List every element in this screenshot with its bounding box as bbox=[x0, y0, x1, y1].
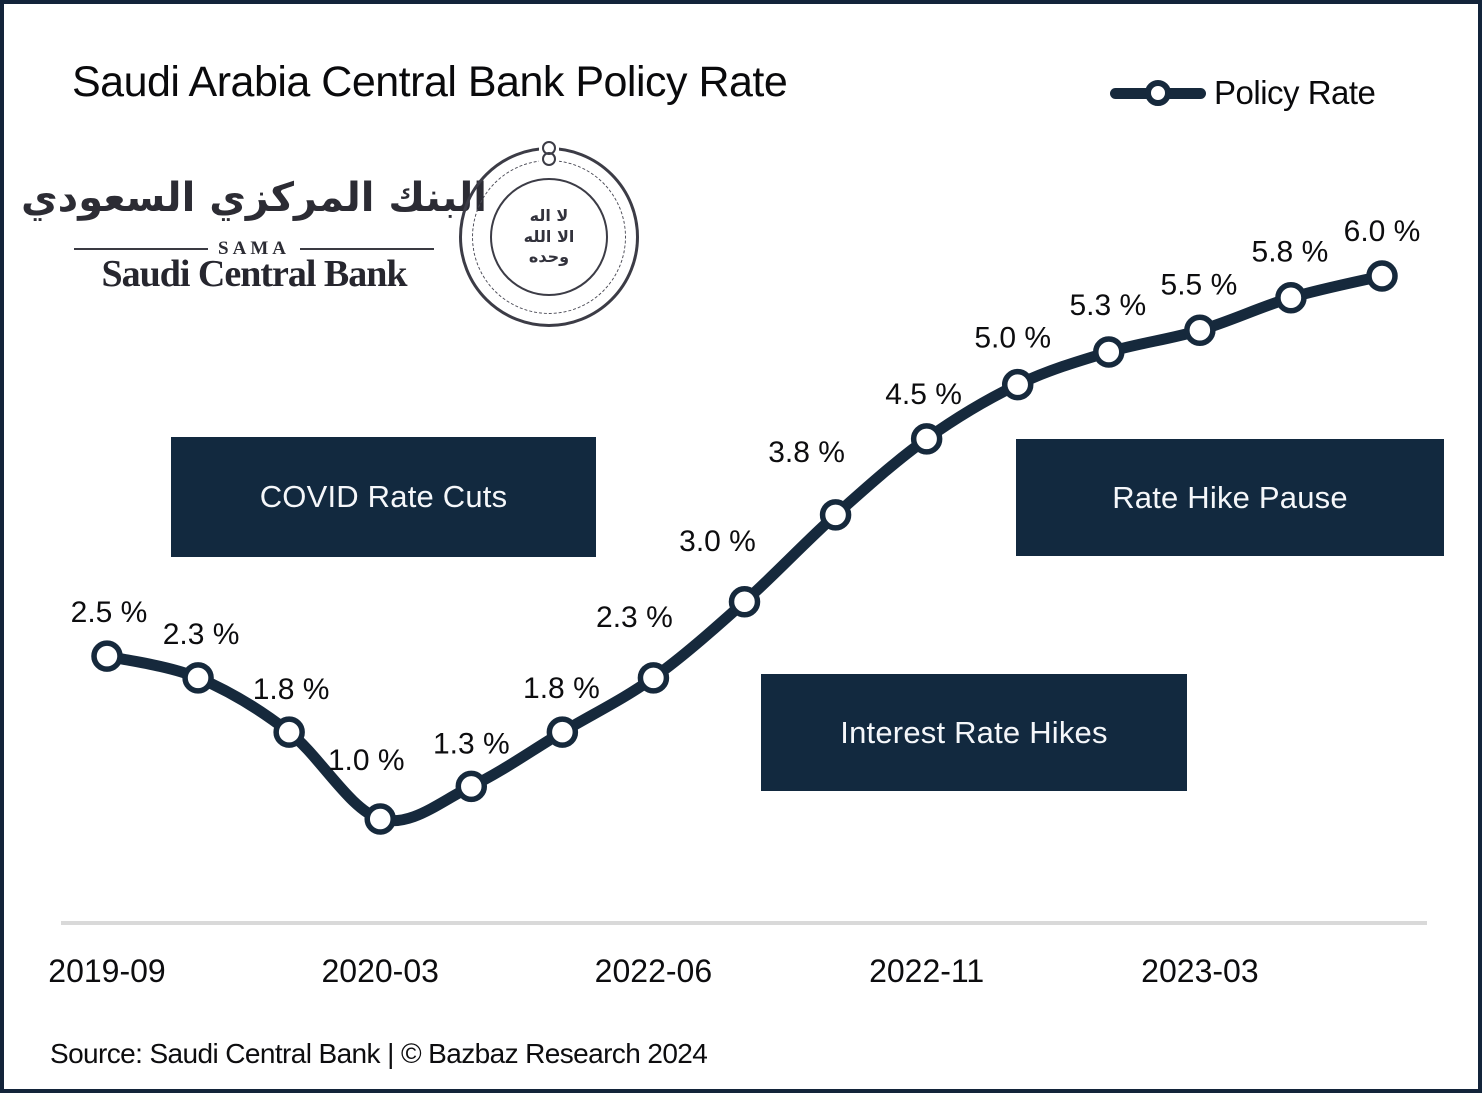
central-bank-seal-icon: لا اله الا الله وحده bbox=[459, 136, 639, 327]
data-point-marker bbox=[182, 662, 214, 694]
x-axis-tick-label: 2019-09 bbox=[48, 953, 165, 989]
data-point-label: 3.8 % bbox=[768, 436, 845, 469]
legend-line-marker-icon bbox=[1110, 80, 1206, 106]
data-point-label: 5.0 % bbox=[974, 322, 1051, 355]
divider-line bbox=[299, 248, 435, 250]
data-point-marker bbox=[1184, 314, 1216, 347]
data-point-marker bbox=[1093, 336, 1125, 368]
data-point-label: 4.5 % bbox=[885, 378, 962, 411]
data-point-marker bbox=[1001, 368, 1034, 401]
data-point-marker bbox=[1275, 281, 1307, 314]
data-point-label: 5.5 % bbox=[1161, 268, 1238, 301]
x-axis-tick-label: 2022-11 bbox=[869, 953, 984, 989]
seal-text-line: وحده bbox=[528, 247, 570, 267]
x-axis-tick-label: 2022-06 bbox=[595, 953, 712, 989]
legend-circle-marker-icon bbox=[1145, 80, 1171, 106]
logo-arabic-name: البنك المركزي السعودي bbox=[21, 175, 487, 221]
data-point-marker bbox=[91, 640, 123, 672]
logo-sama-text: SAMA bbox=[218, 238, 290, 259]
data-point-label: 1.8 % bbox=[523, 672, 600, 705]
data-point-marker bbox=[1366, 260, 1398, 292]
data-point-label: 1.3 % bbox=[433, 727, 510, 760]
seal-text-line: الا الله bbox=[523, 226, 575, 246]
legend-label: Policy Rate bbox=[1214, 74, 1376, 111]
data-point-marker bbox=[455, 770, 488, 803]
data-point-marker bbox=[819, 499, 852, 531]
legend: Policy Rate bbox=[1110, 74, 1376, 112]
annotation-interest-rate-hikes: Interest Rate Hikes bbox=[761, 674, 1187, 791]
annotation-rate-hike-pause: Rate Hike Pause bbox=[1016, 439, 1444, 556]
data-point-label: 5.8 % bbox=[1252, 236, 1329, 269]
page-title: Saudi Arabia Central Bank Policy Rate bbox=[72, 58, 788, 106]
x-axis-tick-label: 2023-03 bbox=[1141, 953, 1258, 989]
source-note: Source: Saudi Central Bank | © Bazbaz Re… bbox=[50, 1038, 708, 1069]
data-point-label: 6.0 % bbox=[1344, 215, 1421, 248]
policy-rate-line-chart: 2.5 % 2.3 % 1.8 % 1.0 % 1.3 % 1.8 % 2.3 % 3.0 %… bbox=[48, 215, 1427, 989]
data-point-marker bbox=[273, 716, 305, 748]
data-point-label: 2.3 % bbox=[596, 601, 673, 634]
data-point-label: 1.8 % bbox=[253, 673, 330, 706]
logo-sama-divider: SAMA bbox=[74, 238, 435, 260]
data-point-label: 3.0 % bbox=[679, 525, 756, 558]
x-axis-tick-label: 2020-03 bbox=[321, 953, 438, 989]
seal-finial-icon bbox=[539, 136, 559, 170]
data-point-label: 5.3 % bbox=[1069, 289, 1146, 322]
data-point-marker bbox=[637, 662, 670, 694]
annotation-covid-rate-cuts: COVID Rate Cuts bbox=[171, 437, 596, 557]
data-point-label: 2.3 % bbox=[163, 618, 240, 651]
seal-text-line: لا اله bbox=[529, 205, 569, 225]
x-axis-line bbox=[61, 921, 1427, 925]
data-point-marker bbox=[546, 716, 579, 748]
data-point-marker bbox=[364, 803, 396, 835]
data-point-label: 2.5 % bbox=[71, 596, 148, 629]
logo-english-name: Saudi Central Bank bbox=[101, 253, 407, 295]
seal-inner-circle: لا اله الا الله وحده bbox=[490, 178, 608, 296]
data-point-marker bbox=[910, 423, 943, 455]
divider-line bbox=[74, 248, 209, 250]
data-point-label: 1.0 % bbox=[328, 744, 405, 777]
data-point-marker bbox=[728, 586, 761, 618]
